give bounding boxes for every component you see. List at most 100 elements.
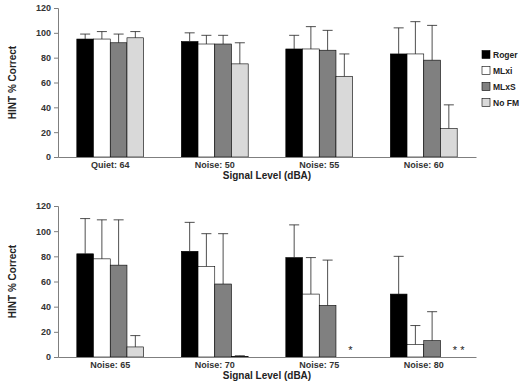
bar — [127, 347, 144, 357]
tick: 40 — [41, 103, 58, 113]
tick-label: 0 — [46, 352, 51, 362]
bar — [336, 76, 353, 157]
tick-label: 100 — [36, 28, 51, 38]
error-bar — [339, 54, 349, 76]
bar — [286, 49, 303, 157]
tick-mark — [54, 33, 58, 34]
tick: 20 — [41, 128, 58, 138]
error-bar — [97, 220, 107, 259]
tick-mark — [54, 157, 58, 158]
axis-line — [54, 9, 59, 158]
bar — [407, 344, 424, 357]
bar — [390, 54, 407, 157]
y-axis-title: HINT % Correct — [7, 45, 18, 119]
tick: 100 — [36, 28, 58, 38]
bar — [319, 50, 336, 157]
error-bar — [394, 256, 404, 294]
tick: Noise: 50 — [195, 160, 235, 170]
tick-mark — [54, 231, 58, 232]
error-bar — [80, 219, 90, 254]
axis-line — [59, 157, 477, 158]
tick: 120 — [36, 201, 58, 211]
error-bar — [306, 27, 316, 49]
error-bar — [410, 22, 420, 54]
bar — [424, 341, 441, 357]
legend: RogerMLxiMLxSNo FM — [482, 50, 519, 108]
error-bar — [235, 43, 245, 64]
x-axis-title: Signal Level (dBA) — [223, 370, 311, 381]
error-bar — [289, 225, 299, 258]
legend-swatch — [482, 51, 490, 59]
chart: 020406080100120Quiet: 64Noise: 50Noise: … — [7, 3, 519, 181]
error-bar — [97, 32, 107, 39]
series — [127, 336, 248, 357]
bar — [77, 254, 94, 357]
tick-label: Noise: 70 — [195, 360, 235, 370]
tick-label: 0 — [46, 152, 51, 162]
tick-mark — [54, 132, 58, 133]
error-bar — [410, 326, 420, 345]
tick: 0 — [46, 152, 58, 162]
tick-label: 60 — [41, 277, 51, 287]
tick-label: 120 — [36, 201, 51, 211]
chart: 020406080100120Noise: 65Noise: 70Noise: … — [7, 201, 477, 381]
x-axis: Quiet: 64Noise: 50Noise: 55Noise: 60 — [59, 158, 477, 171]
error-bar — [235, 355, 245, 357]
tick: 80 — [41, 252, 58, 262]
tick-mark — [54, 83, 58, 84]
error-bar — [323, 30, 333, 50]
bar — [231, 356, 248, 357]
tick-mark — [54, 332, 58, 333]
tick-mark — [54, 8, 58, 9]
legend-label: MLxi — [493, 66, 512, 76]
series — [94, 220, 424, 357]
tick-label: 20 — [41, 128, 51, 138]
error-bar — [185, 33, 195, 42]
legend-label: No FM — [493, 98, 519, 108]
tick-mark — [54, 357, 58, 358]
error-bar — [289, 35, 299, 49]
bar — [215, 284, 232, 357]
bar — [198, 266, 215, 357]
tick: 120 — [36, 3, 58, 13]
tick-label: 80 — [41, 53, 51, 63]
tick-label: Noise: 60 — [404, 160, 444, 170]
error-bar — [218, 35, 228, 44]
bar — [319, 305, 336, 357]
annotation: * — [348, 344, 353, 356]
x-axis-title: Signal Level (dBA) — [223, 170, 311, 181]
legend-swatch — [482, 67, 490, 75]
tick-label: 120 — [36, 3, 51, 13]
tick: 100 — [36, 227, 58, 237]
error-bar — [185, 222, 195, 251]
bar — [181, 251, 198, 357]
error-bar — [306, 258, 316, 294]
bar — [181, 42, 198, 157]
tick-mark — [54, 206, 58, 207]
plot-area — [77, 219, 441, 357]
tick-label: 20 — [41, 327, 51, 337]
tick-mark — [54, 282, 58, 283]
bar — [127, 38, 144, 157]
error-bar — [218, 234, 228, 284]
tick: Noise: 75 — [299, 360, 339, 370]
error-bar — [427, 25, 437, 60]
error-bar — [427, 312, 437, 341]
series — [110, 220, 440, 357]
y-axis: 020406080100120 — [36, 201, 59, 362]
bar — [440, 128, 457, 157]
bar — [390, 294, 407, 357]
error-bar — [114, 34, 124, 43]
y-axis: 020406080100120 — [36, 3, 59, 162]
tick: 20 — [41, 327, 58, 337]
tick: Noise: 80 — [404, 360, 444, 370]
bar — [215, 44, 232, 157]
error-bar — [130, 32, 140, 38]
legend-label: MLxS — [493, 82, 516, 92]
tick: Quiet: 64 — [91, 160, 130, 170]
error-bar — [201, 234, 211, 267]
y-axis-title: HINT % Correct — [7, 244, 18, 318]
tick: 60 — [41, 277, 58, 287]
error-bar — [323, 260, 333, 305]
legend-swatch — [482, 83, 490, 91]
